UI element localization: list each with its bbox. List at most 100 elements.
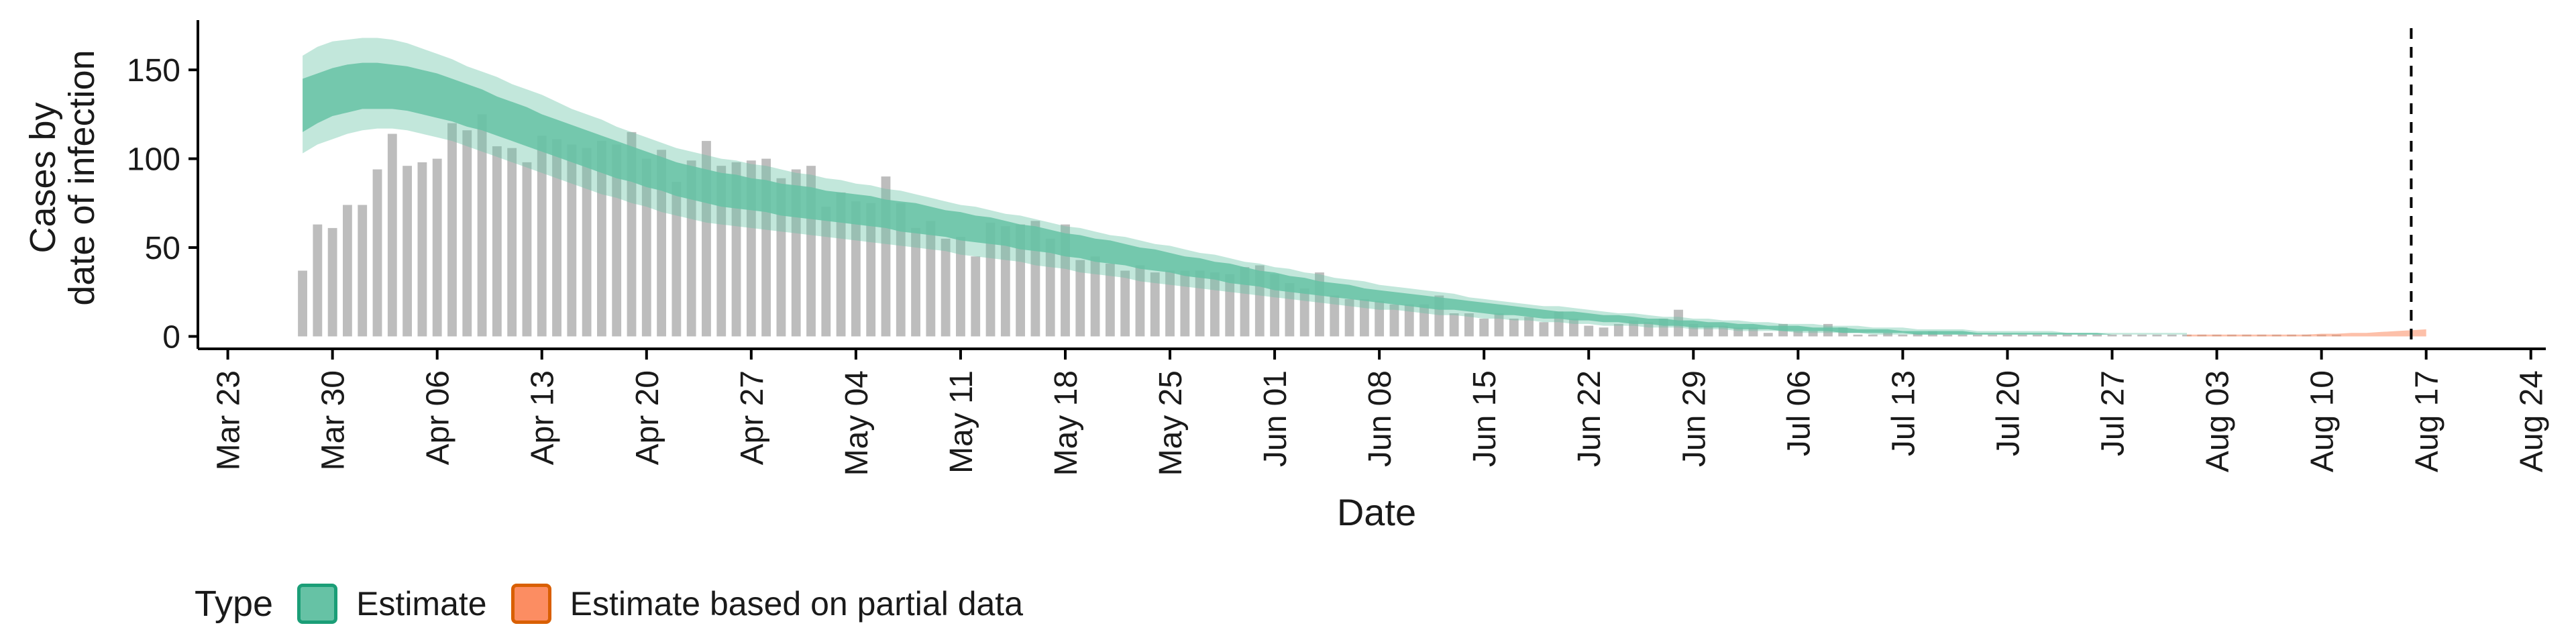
x-tick-label-3: Apr 13 <box>525 370 561 465</box>
x-tick-label-14: Jun 29 <box>1676 370 1712 467</box>
bar-106 <box>1883 333 1893 337</box>
bar-72 <box>1375 301 1385 337</box>
bar-9 <box>432 158 442 337</box>
bar-58 <box>1165 270 1175 337</box>
bar-66 <box>1285 283 1295 337</box>
bar-50 <box>1045 238 1055 337</box>
bar-75 <box>1419 304 1429 337</box>
x-tick-label-21: Aug 17 <box>2410 370 2445 472</box>
bar-14 <box>507 148 517 337</box>
bar-19 <box>582 148 592 337</box>
bar-60 <box>1195 270 1205 337</box>
bar-117 <box>2047 334 2057 337</box>
bar-61 <box>1210 272 1220 337</box>
x-tick-label-22: Aug 24 <box>2514 370 2550 472</box>
bar-37 <box>851 201 861 337</box>
bar-78 <box>1464 313 1474 337</box>
bar-69 <box>1330 295 1340 337</box>
y-axis-label-line2: date of infection <box>62 50 102 305</box>
x-tick-label-13: Jun 22 <box>1572 370 1607 467</box>
bar-108 <box>1913 333 1923 337</box>
bar-46 <box>985 222 996 337</box>
x-tick-label-10: Jun 01 <box>1258 370 1293 467</box>
x-tick-label-7: May 11 <box>944 370 979 474</box>
bar-120 <box>2092 334 2102 337</box>
bar-105 <box>1868 334 1878 337</box>
bar-73 <box>1389 304 1399 337</box>
bar-107 <box>1898 334 1908 337</box>
legend-label-partial-estimate: Estimate based on partial data <box>570 585 1024 623</box>
x-tick-label-16: Jul 13 <box>1886 370 1921 456</box>
bar-53 <box>1090 256 1100 337</box>
legend-title: Type <box>195 584 274 624</box>
x-tick-label-12: Jun 15 <box>1467 370 1503 467</box>
bar-114 <box>2002 334 2012 337</box>
bar-20 <box>597 141 606 337</box>
x-tick-label-2: Apr 06 <box>421 370 456 465</box>
bar-113 <box>1988 334 1998 337</box>
bar-95 <box>1718 325 1728 337</box>
x-tick-label-0: Mar 23 <box>211 370 247 470</box>
bar-4 <box>358 205 368 337</box>
bar-54 <box>1105 263 1115 337</box>
bar-119 <box>2078 334 2087 337</box>
bar-101 <box>1808 331 1818 337</box>
bar-13 <box>492 146 502 337</box>
bar-0 <box>298 270 307 337</box>
bar-18 <box>567 144 577 337</box>
bar-26 <box>686 160 696 337</box>
bar-87 <box>1599 327 1609 337</box>
bar-48 <box>1016 224 1026 337</box>
x-tick-label-1: Mar 30 <box>316 370 352 470</box>
bar-6 <box>387 133 397 337</box>
bar-35 <box>821 207 831 337</box>
bar-110 <box>1943 334 1953 337</box>
x-tick-label-8: May 18 <box>1049 370 1084 476</box>
bar-82 <box>1524 317 1534 337</box>
bar-36 <box>836 192 846 337</box>
bar-79 <box>1479 318 1489 337</box>
bar-111 <box>1957 334 1968 337</box>
x-tick-label-4: Apr 20 <box>630 370 665 465</box>
bar-118 <box>2062 334 2072 337</box>
bar-10 <box>447 123 457 337</box>
bar-122 <box>2122 334 2132 337</box>
bar-11 <box>462 130 472 337</box>
bar-43 <box>941 238 951 337</box>
bar-25 <box>672 182 682 337</box>
axes: 0 50 100 150 Mar 23 Mar 30 Apr 06 Apr 13 Apr 20 A… <box>127 20 2550 476</box>
x-tick-label-6: May 04 <box>839 370 875 476</box>
bar-77 <box>1449 313 1459 337</box>
x-tick-label-19: Aug 03 <box>2200 370 2236 472</box>
bar-24 <box>657 150 666 337</box>
bar-1 <box>313 224 323 337</box>
x-tick-label-11: Jun 08 <box>1362 370 1398 467</box>
legend-key-partial-estimate <box>511 584 551 624</box>
bar-2 <box>327 227 337 337</box>
bar-74 <box>1404 304 1414 337</box>
bar-40 <box>896 203 906 337</box>
bar-86 <box>1584 325 1594 337</box>
bar-3 <box>343 205 352 337</box>
chart: 0 50 100 150 Mar 23 Mar 30 Apr 06 Apr 13 Apr 20 A… <box>23 20 2550 533</box>
x-tick-label-5: Apr 27 <box>735 370 770 465</box>
bar-21 <box>612 144 622 337</box>
bar-62 <box>1225 274 1235 337</box>
bar-121 <box>2107 334 2117 337</box>
y-tick-label-150: 150 <box>127 53 180 89</box>
legend: Type Estimate Estimate based on partial … <box>195 574 1047 634</box>
bar-89 <box>1629 320 1639 337</box>
y-tick-label-50: 50 <box>145 231 180 266</box>
series-0-inner-band <box>303 62 2187 335</box>
bar-126 <box>2182 334 2192 337</box>
bar-104 <box>1853 334 1863 337</box>
bar-5 <box>372 169 382 337</box>
bar-70 <box>1344 299 1354 337</box>
bar-56 <box>1135 265 1145 337</box>
x-tick-label-17: Jul 20 <box>1991 370 2027 456</box>
bar-15 <box>522 162 532 337</box>
bar-96 <box>1733 327 1743 337</box>
x-tick-label-20: Aug 10 <box>2305 370 2341 472</box>
bar-38 <box>866 203 876 337</box>
bar-80 <box>1494 313 1504 337</box>
